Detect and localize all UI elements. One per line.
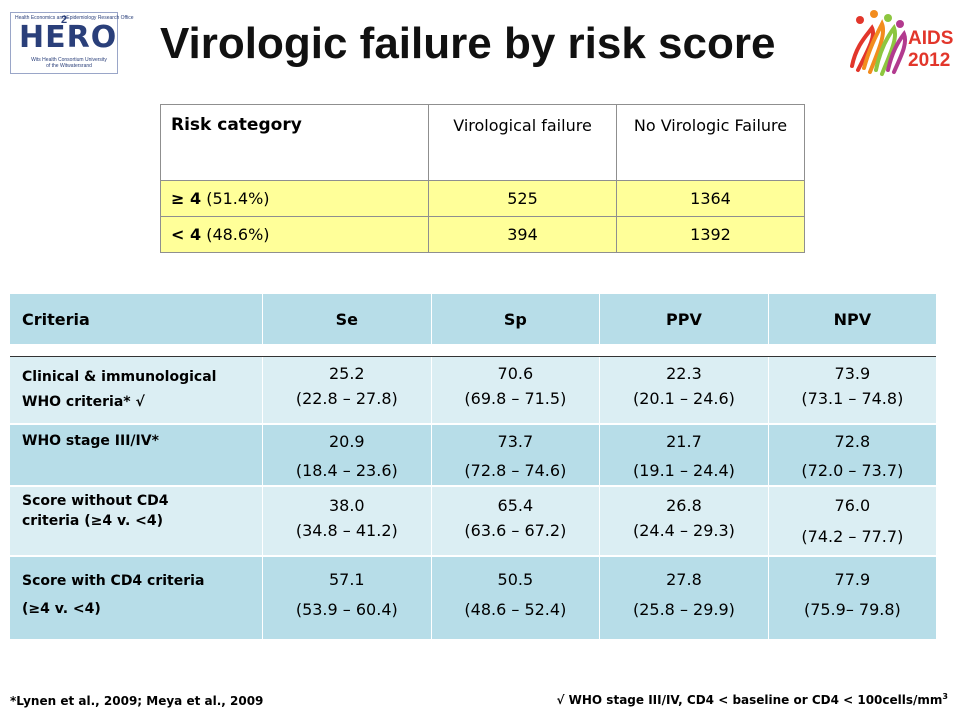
criteria-label: Score with CD4 criteria (≥4 v. <4) [10,555,263,639]
col-header-criteria: Criteria [10,294,263,344]
se-cell: 25.2 (22.8 – 27.8) [262,356,432,424]
col-header-ppv: PPV [599,294,769,344]
ppv-cell: 22.3 (20.1 – 24.6) [599,356,769,424]
npv-cell: 76.0 (74.2 – 77.7) [768,485,936,556]
criteria-table-header-row: Criteria Se Sp PPV NPV [10,294,936,344]
hero-logo: Health Economics and Epidemiology Resear… [10,12,134,74]
npv-cell: 73.9 (73.1 – 74.8) [768,356,936,424]
npv-cell: 72.8 (72.0 – 73.7) [768,423,936,486]
aids-logo-line2: 2012 [908,50,950,71]
sp-cell: 73.7 (72.8 – 74.6) [431,423,601,486]
risk-nvf-value: 1364 [616,180,805,217]
page-title: Virologic failure by risk score [160,19,776,68]
aids-2012-logo: AIDS 2012 [850,10,953,76]
footnote-criteria-definition: √ WHO stage III/IV, CD4 < baseline or CD… [556,692,948,707]
hero-logo-sup: 2 [61,14,68,26]
table-row: Score without CD4 criteria (≥4 v. <4) 38.… [10,485,936,556]
sp-cell: 50.5 (48.6 – 52.4) [431,555,601,639]
risk-col-header-nvf: No Virologic Failure [616,104,805,181]
ppv-cell: 21.7 (19.1 – 24.4) [599,423,769,486]
footnote-references: *Lynen et al., 2009; Meya et al., 2009 [10,694,264,708]
aids-logo-line1: AIDS [908,28,953,49]
risk-category-table: Risk category Virological failure No Vir… [160,104,805,253]
criteria-label: Clinical & immunological WHO criteria* √ [10,356,263,424]
hero-logo-top-text: Health Economics and Epidemiology Resear… [15,15,134,21]
col-header-se: Se [262,294,432,344]
table-row: Score with CD4 criteria (≥4 v. <4) 57.1 (5… [10,555,936,639]
risk-table-header-row: Risk category Virological failure No Vir… [160,104,805,181]
criteria-table: Criteria Se Sp PPV NPV Clinical & immuno… [10,294,936,639]
table-row: ≥ 4 (51.4%) 525 1364 [160,180,805,217]
risk-col-header-category: Risk category [160,104,429,181]
ppv-cell: 26.8 (24.4 – 29.3) [599,485,769,556]
header-gap [10,344,936,357]
risk-label: ≥ 4 (51.4%) [160,180,429,217]
se-cell: 57.1 (53.9 – 60.4) [262,555,432,639]
table-row: WHO stage III/IV* 20.9 (18.4 – 23.6) 73.7… [10,423,936,486]
sp-cell: 65.4 (63.6 – 67.2) [431,485,601,556]
se-cell: 20.9 (18.4 – 23.6) [262,423,432,486]
risk-col-header-vf: Virological failure [428,104,617,181]
col-header-sp: Sp [431,294,601,344]
table-row: Clinical & immunological WHO criteria* √ … [10,356,936,424]
hero-logo-word: HERO [19,20,118,55]
hero-logo-sub-text: Wits Health Consortium University of the… [31,57,107,69]
npv-cell: 77.9 (75.9– 79.8) [768,555,936,639]
table-row: < 4 (48.6%) 394 1392 [160,216,805,253]
sp-cell: 70.6 (69.8 – 71.5) [431,356,601,424]
ppv-cell: 27.8 (25.8 – 29.9) [599,555,769,639]
risk-label: < 4 (48.6%) [160,216,429,253]
col-header-npv: NPV [768,294,936,344]
risk-vf-value: 525 [428,180,617,217]
se-cell: 38.0 (34.8 – 41.2) [262,485,432,556]
risk-vf-value: 394 [428,216,617,253]
criteria-label: Score without CD4 criteria (≥4 v. <4) [10,485,263,556]
risk-nvf-value: 1392 [616,216,805,253]
criteria-label: WHO stage III/IV* [10,423,263,486]
